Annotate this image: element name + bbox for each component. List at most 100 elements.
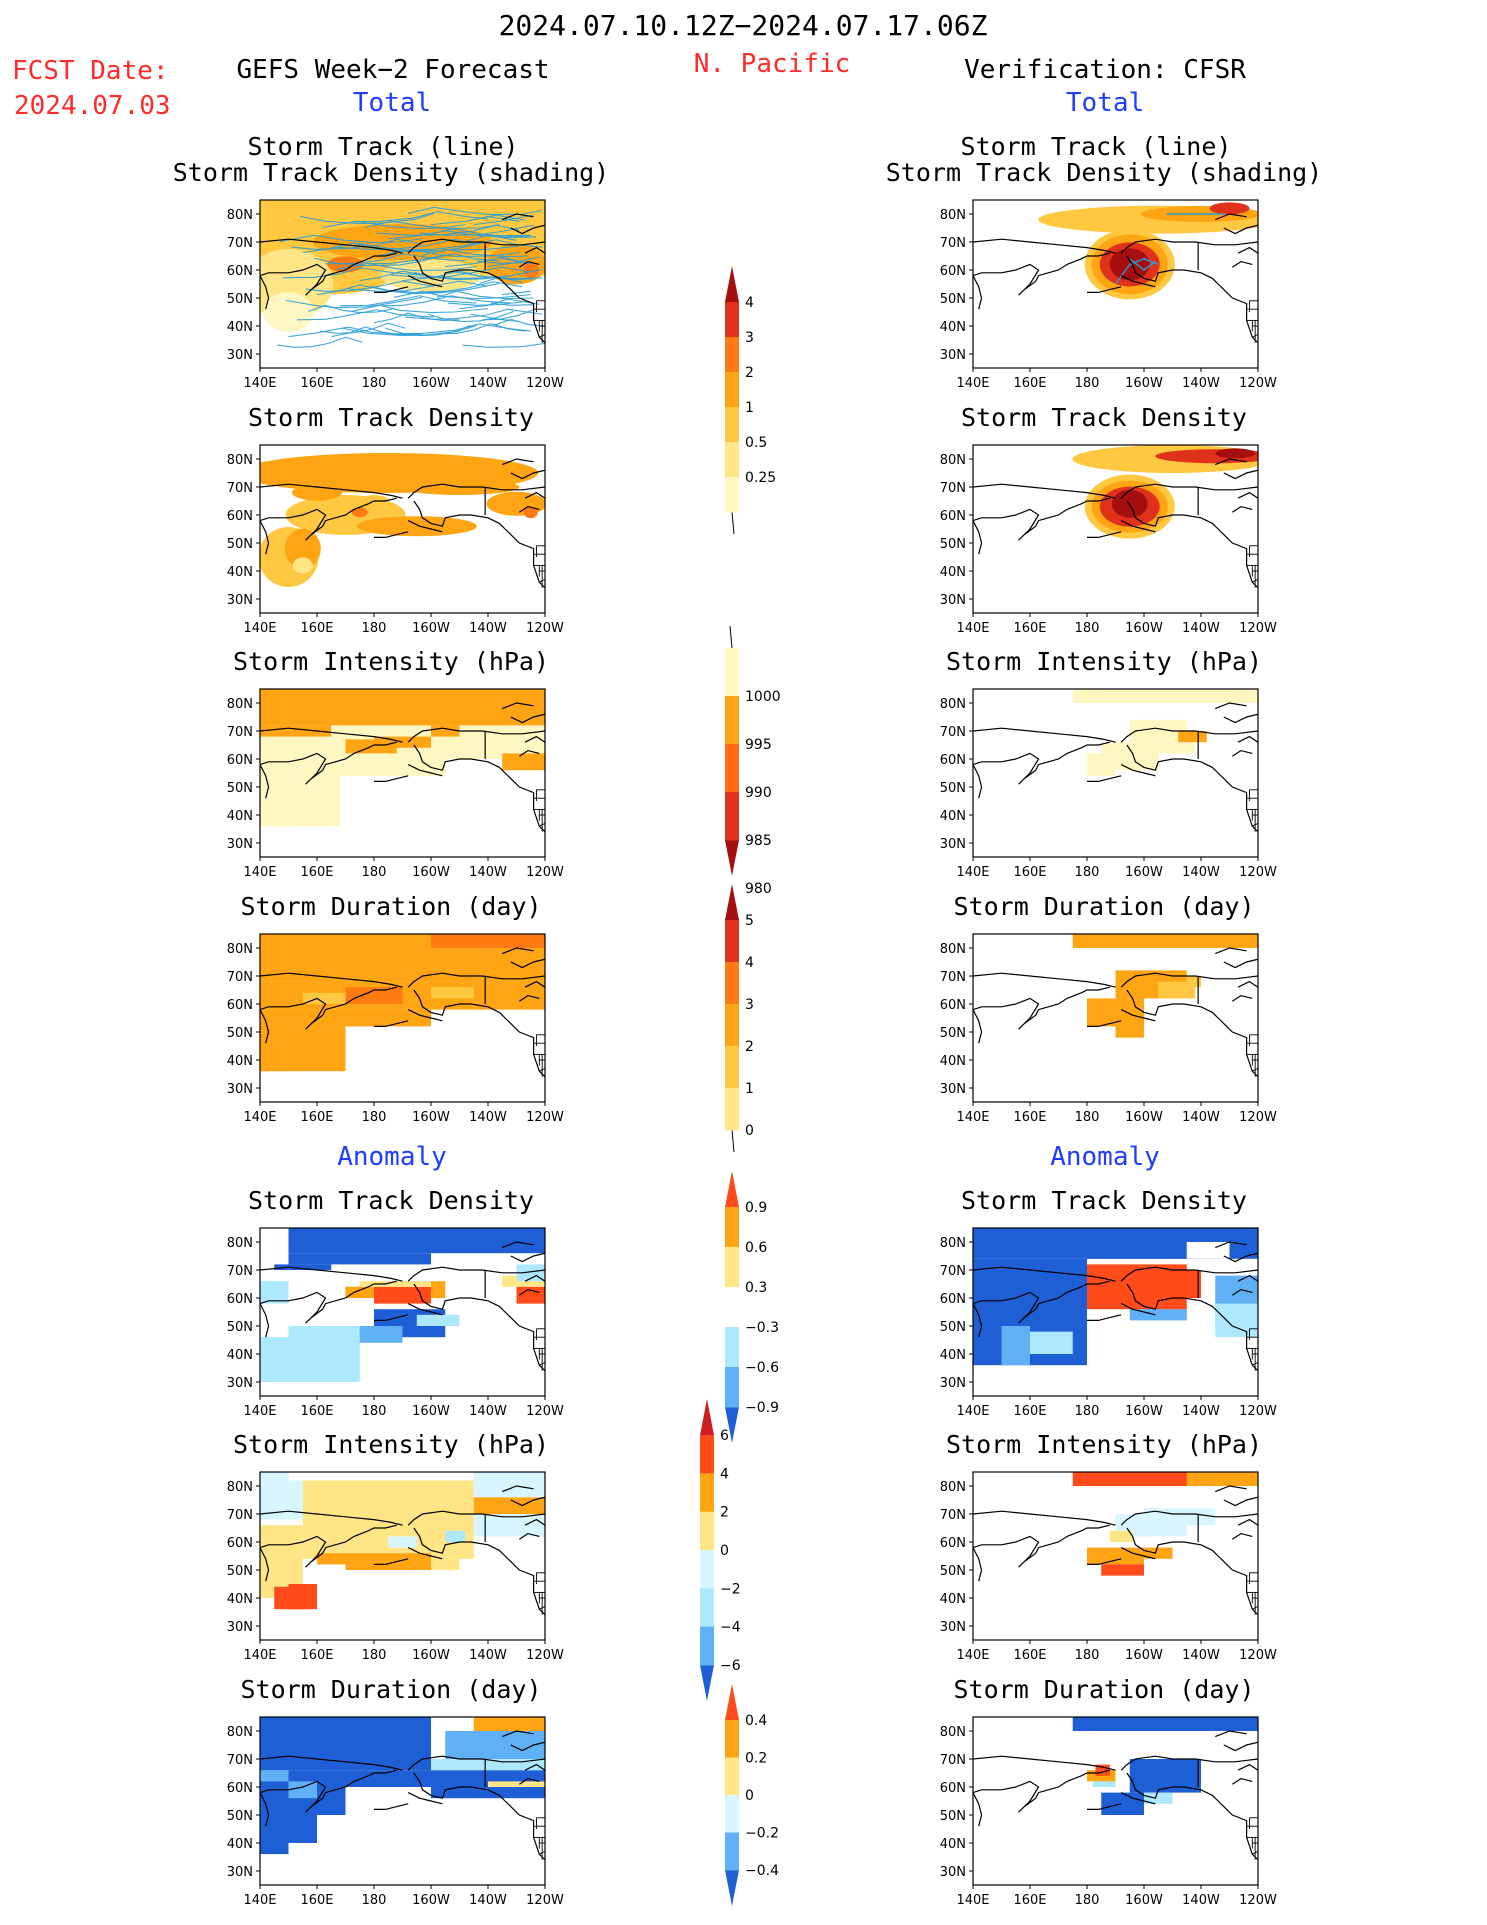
lat-tick-label: 30N bbox=[940, 1865, 966, 1880]
colorbar-label: 1 bbox=[745, 1081, 754, 1097]
lat-tick-label: 50N bbox=[227, 1564, 253, 1579]
lon-tick-label: 140W bbox=[1182, 621, 1220, 636]
lon-tick-label: 160E bbox=[300, 1893, 333, 1908]
lat-tick-label: 70N bbox=[940, 481, 966, 496]
lon-tick-label: 120W bbox=[526, 1893, 564, 1908]
colorbar-label: 0.6 bbox=[745, 1240, 767, 1256]
right-panel1-title-b: Storm Track Density (shading) bbox=[885, 158, 1323, 187]
lat-tick-label: 30N bbox=[227, 1865, 253, 1880]
map-right-duration-total: 140E 160E 180 160W 140W 120W 80N 70N 60N 50N 40N 30… bbox=[940, 933, 1277, 1125]
lat-tick-label: 80N bbox=[227, 1236, 253, 1251]
lon-tick-label: 160E bbox=[300, 621, 333, 636]
lon-tick-label: 180 bbox=[1075, 1404, 1100, 1419]
lat-tick-label: 30N bbox=[227, 593, 253, 608]
colorbar-label: 980 bbox=[745, 881, 772, 897]
right-panel3-title: Storm Intensity (hPa) bbox=[945, 647, 1263, 676]
lat-tick-label: 40N bbox=[940, 1837, 966, 1852]
lat-tick-label: 40N bbox=[227, 565, 253, 580]
lon-tick-label: 160W bbox=[412, 1404, 450, 1419]
lat-tick-label: 40N bbox=[227, 1054, 253, 1069]
lon-tick-label: 160W bbox=[1125, 1648, 1163, 1663]
map-right-density-total: 140E 160E 180 160W 140W 120W 80N 70N 60N 50N 40N 30… bbox=[940, 444, 1277, 636]
lat-tick-label: 70N bbox=[940, 725, 966, 740]
left-total-label: Total bbox=[352, 88, 432, 118]
lon-tick-label: 140W bbox=[1182, 1404, 1220, 1419]
map-left-density-anomaly: 140E 160E 180 160W 140W 120W 80N 70N 60N 50N 40N 30… bbox=[227, 1227, 564, 1419]
colorbar-density-anomaly: 0.9 0.6 0.3 −0.3 −0.6 −0.9 bbox=[725, 1171, 779, 1443]
lon-tick-label: 140E bbox=[243, 1404, 276, 1419]
lat-tick-label: 80N bbox=[227, 697, 253, 712]
colorbar-intensity-anomaly: 6 4 2 0 −2 −4 −6 bbox=[700, 1399, 741, 1701]
lat-tick-label: 50N bbox=[227, 537, 253, 552]
lat-tick-label: 30N bbox=[940, 1620, 966, 1635]
lat-tick-label: 70N bbox=[940, 1508, 966, 1523]
map-left-intensity-anomaly: 140E 160E 180 160W 140W 120W 80N 70N 60N 50N 40N 30… bbox=[227, 1471, 564, 1663]
lat-tick-label: 50N bbox=[940, 781, 966, 796]
lon-tick-label: 160E bbox=[1013, 621, 1046, 636]
lon-tick-label: 120W bbox=[526, 621, 564, 636]
lon-tick-label: 140E bbox=[956, 376, 989, 391]
colorbar-label: −2 bbox=[720, 1581, 741, 1597]
colorbar-label: 1 bbox=[745, 400, 754, 416]
lon-tick-label: 140E bbox=[243, 865, 276, 880]
lat-tick-label: 30N bbox=[940, 1376, 966, 1391]
lon-tick-label: 140E bbox=[956, 621, 989, 636]
right-panel4-title: Storm Duration (day) bbox=[953, 892, 1255, 921]
lat-tick-label: 80N bbox=[227, 208, 253, 223]
lon-tick-label: 180 bbox=[1075, 1893, 1100, 1908]
lon-tick-label: 120W bbox=[1239, 376, 1277, 391]
colorbar-label: 995 bbox=[745, 737, 772, 753]
colorbar-label: 0.2 bbox=[745, 1751, 767, 1767]
lon-tick-label: 180 bbox=[1075, 621, 1100, 636]
right-anomaly-label: Anomaly bbox=[1050, 1142, 1160, 1172]
colorbar-label: 990 bbox=[745, 785, 772, 801]
lat-tick-label: 50N bbox=[227, 1320, 253, 1335]
lat-tick-label: 70N bbox=[940, 1753, 966, 1768]
lat-tick-label: 60N bbox=[940, 509, 966, 524]
lat-tick-label: 60N bbox=[227, 753, 253, 768]
lat-tick-label: 40N bbox=[227, 1348, 253, 1363]
colorbar-intensity-total: 1000 995 990 985 980 bbox=[725, 625, 781, 897]
lon-tick-label: 140E bbox=[956, 1648, 989, 1663]
colorbar-label: 0.5 bbox=[745, 435, 767, 451]
lon-tick-label: 120W bbox=[1239, 1893, 1277, 1908]
lat-tick-label: 40N bbox=[940, 1592, 966, 1607]
colorbar-label: 3 bbox=[745, 330, 754, 346]
lat-tick-label: 50N bbox=[227, 1026, 253, 1041]
lon-tick-label: 120W bbox=[526, 1404, 564, 1419]
colorbar-label: 0 bbox=[745, 1123, 754, 1139]
lon-tick-label: 140E bbox=[956, 865, 989, 880]
colorbar-label: 985 bbox=[745, 833, 772, 849]
lat-tick-label: 60N bbox=[227, 998, 253, 1013]
lat-tick-label: 30N bbox=[227, 1620, 253, 1635]
lon-tick-label: 180 bbox=[1075, 376, 1100, 391]
lat-tick-label: 70N bbox=[227, 1753, 253, 1768]
lat-tick-label: 80N bbox=[940, 453, 966, 468]
colorbar-label: 2 bbox=[745, 1039, 754, 1055]
lat-tick-label: 60N bbox=[227, 264, 253, 279]
left-panel1-title-a: Storm Track (line) bbox=[247, 132, 519, 161]
left-panel3-title: Storm Intensity (hPa) bbox=[232, 647, 550, 676]
lat-tick-label: 40N bbox=[940, 1054, 966, 1069]
lon-tick-label: 140W bbox=[469, 1404, 507, 1419]
lat-tick-label: 30N bbox=[227, 348, 253, 363]
lon-tick-label: 160W bbox=[1125, 376, 1163, 391]
lat-tick-label: 70N bbox=[940, 970, 966, 985]
lat-tick-label: 40N bbox=[227, 320, 253, 335]
lat-tick-label: 30N bbox=[940, 837, 966, 852]
lat-tick-label: 30N bbox=[940, 348, 966, 363]
lon-tick-label: 160E bbox=[1013, 1648, 1046, 1663]
colorbar-label: 3 bbox=[745, 997, 754, 1013]
lon-tick-label: 160W bbox=[412, 1893, 450, 1908]
lat-tick-label: 30N bbox=[227, 1082, 253, 1097]
left-anomaly-label: Anomaly bbox=[337, 1142, 447, 1172]
lon-tick-label: 120W bbox=[1239, 621, 1277, 636]
lat-tick-label: 70N bbox=[227, 970, 253, 985]
lat-tick-label: 60N bbox=[227, 1536, 253, 1551]
lon-tick-label: 120W bbox=[526, 865, 564, 880]
lon-tick-label: 140W bbox=[1182, 865, 1220, 880]
lat-tick-label: 40N bbox=[227, 1592, 253, 1607]
lon-tick-label: 180 bbox=[362, 1404, 387, 1419]
colorbar-label: −6 bbox=[720, 1658, 741, 1674]
lat-tick-label: 50N bbox=[940, 1320, 966, 1335]
